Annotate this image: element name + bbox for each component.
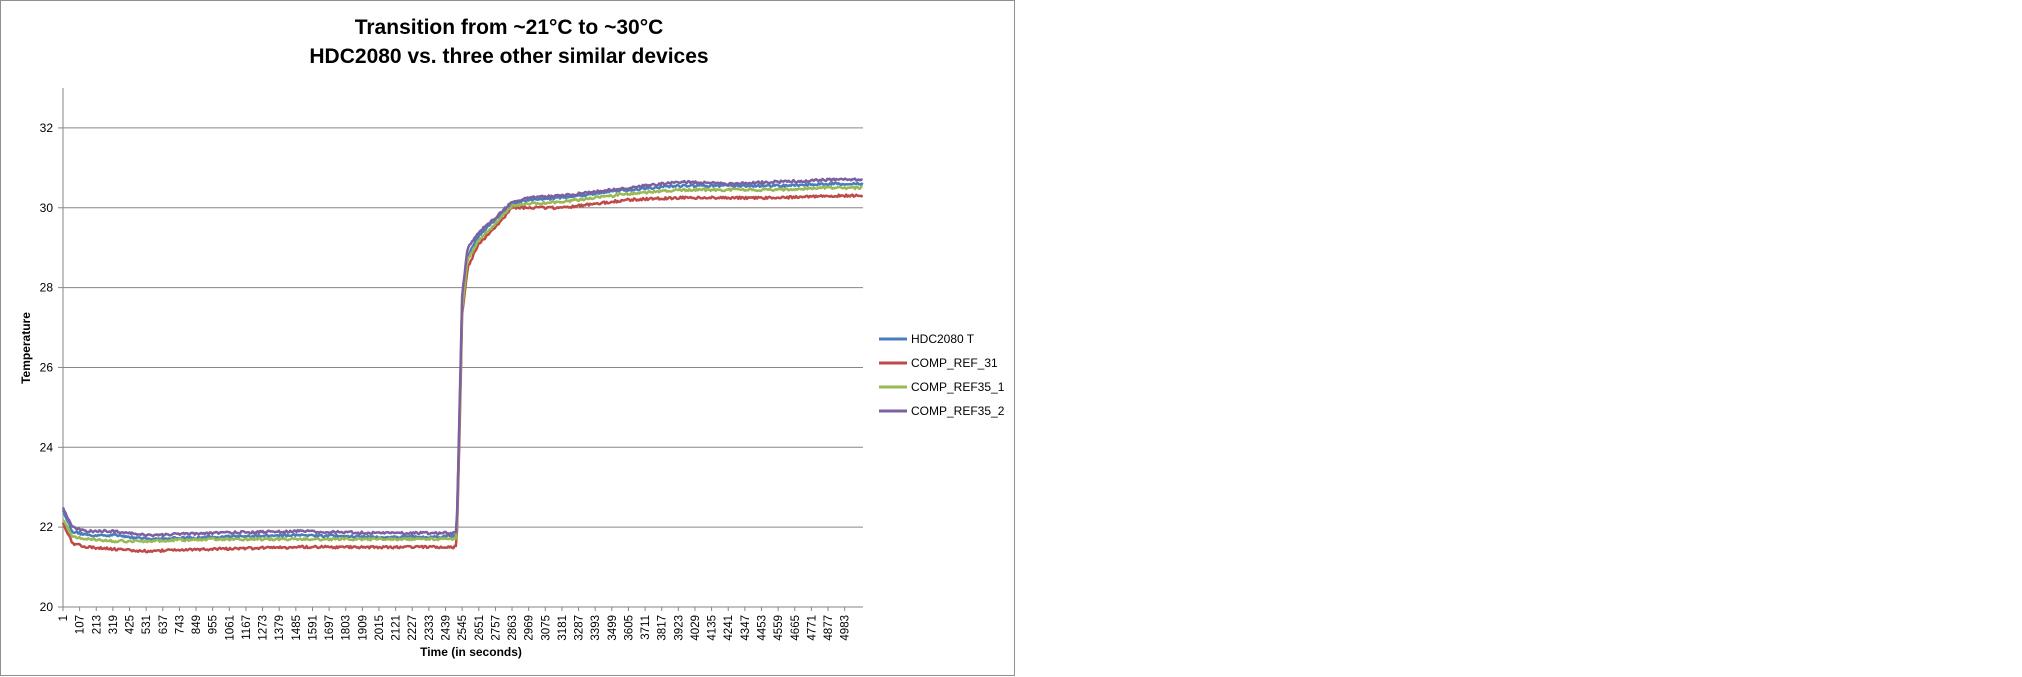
x-tick-label: 3711: [640, 615, 652, 640]
chart-frame: Transition from ~21°C to ~30°C HDC2080 v…: [0, 0, 1015, 676]
x-tick-label: 2651: [474, 615, 486, 641]
x-tick-label: 1167: [241, 615, 253, 640]
series-line: [61, 181, 864, 541]
chart-title: Transition from ~21°C to ~30°C: [355, 16, 664, 39]
x-tick-label: 3605: [623, 615, 635, 641]
x-tick-label: 107: [75, 615, 87, 634]
x-tick-label: 3393: [590, 615, 602, 641]
x-tick-label: 4029: [690, 615, 702, 641]
x-tick-label: 743: [174, 615, 186, 634]
series-line: [61, 193, 864, 554]
x-tick-label: 2439: [441, 615, 453, 641]
legend-label: COMP_REF_31: [911, 356, 998, 370]
x-tick-label: 425: [125, 615, 137, 634]
x-tick-label: 4241: [723, 615, 735, 641]
x-tick-label: 2969: [524, 615, 536, 641]
x-axis-label: Time (in seconds): [420, 645, 522, 659]
y-tick-label: 28: [40, 281, 54, 295]
x-tick-label: 955: [208, 615, 220, 634]
x-axis-ticks: 1 107 213 319 425 531 637 743 849 955 1061 1167 1273…: [58, 607, 852, 641]
x-tick-label: 1379: [274, 615, 286, 641]
x-tick-label: 637: [158, 615, 170, 634]
x-tick-label: 3923: [673, 615, 685, 641]
x-tick-label: 4983: [840, 615, 852, 641]
y-tick-label: 20: [40, 600, 54, 614]
x-tick-label: 4665: [790, 615, 802, 641]
y-tick-label: 30: [40, 201, 54, 215]
legend-label: COMP_REF35_2: [911, 404, 1005, 418]
x-tick-label: 1909: [357, 615, 369, 641]
x-tick-label: 319: [108, 615, 120, 634]
x-tick-label: 1273: [258, 615, 270, 641]
y-tick-label: 32: [40, 121, 54, 135]
x-tick-label: 4559: [773, 615, 785, 641]
line-chart: Transition from ~21°C to ~30°C HDC2080 v…: [19, 16, 1005, 659]
x-tick-label: 1697: [324, 615, 336, 641]
x-tick-label: 3287: [574, 615, 586, 641]
x-tick-label: 1591: [307, 615, 319, 641]
x-tick-label: 531: [141, 615, 153, 634]
x-tick-label: 849: [191, 615, 203, 634]
series-line: [61, 177, 864, 538]
x-tick-label: 4135: [707, 615, 719, 641]
x-tick-label: 3181: [557, 615, 569, 641]
y-tick-label: 26: [40, 360, 54, 374]
chart-subtitle: HDC2080 vs. three other similar devices: [309, 45, 708, 68]
x-tick-label: 3075: [540, 615, 552, 641]
x-tick-label: 3817: [657, 615, 669, 641]
x-tick-label: 3499: [607, 615, 619, 641]
x-tick-label: 4877: [823, 615, 835, 641]
x-tick-label: 213: [91, 615, 103, 634]
x-tick-label: 1485: [291, 615, 303, 641]
x-tick-label: 1803: [341, 615, 353, 641]
y-tick-label: 22: [40, 520, 54, 534]
legend-label: COMP_REF35_1: [911, 380, 1005, 394]
x-tick-label: 2863: [507, 615, 519, 641]
series-line: [62, 185, 863, 544]
series-lines: [61, 177, 864, 554]
x-tick-label: 2015: [374, 615, 386, 641]
x-tick-label: 1: [58, 615, 70, 621]
legend: HDC2080 T COMP_REF_31 COMP_REF35_1 COMP_REF…: [879, 332, 1005, 418]
x-tick-label: 2545: [457, 615, 469, 641]
legend-label: HDC2080 T: [911, 332, 975, 346]
x-tick-label: 1061: [224, 615, 236, 641]
y-axis-label: Temperature: [19, 312, 33, 384]
x-tick-label: 2333: [424, 615, 436, 641]
gridlines: [63, 127, 863, 528]
x-tick-label: 4771: [806, 615, 818, 641]
axes: [62, 88, 863, 608]
x-tick-label: 4453: [756, 615, 768, 641]
x-tick-label: 4347: [740, 615, 752, 641]
x-tick-label: 2227: [407, 615, 419, 641]
x-tick-label: 2121: [391, 615, 403, 641]
x-tick-label: 2757: [490, 615, 502, 641]
y-axis-ticks: 20 22 24 26 28 30 32: [40, 121, 63, 614]
y-tick-label: 24: [40, 440, 54, 454]
